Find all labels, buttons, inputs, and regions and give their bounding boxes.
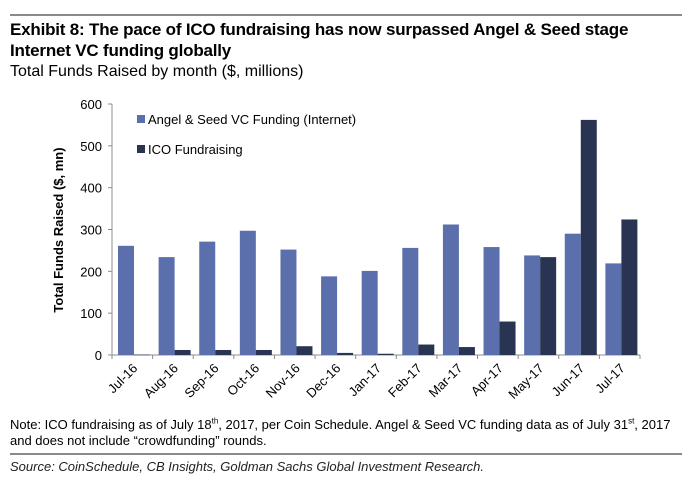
bar-ico	[134, 354, 150, 356]
y-axis-label: Total Funds Raised ($, mn)	[51, 147, 66, 312]
bar-angel-seed	[280, 249, 297, 355]
x-tick-label: Oct-16	[224, 361, 262, 399]
bar-ico	[621, 219, 638, 355]
bar-ico	[540, 257, 557, 355]
note-text-2: , 2017, per Coin Schedule. Angel & Seed …	[218, 417, 629, 432]
y-tick-label: 600	[80, 97, 102, 112]
y-tick-label: 400	[80, 181, 102, 196]
note-sup-1: th	[211, 416, 219, 426]
bar-ico	[458, 347, 475, 355]
bars	[118, 119, 638, 356]
x-tick-label: Dec-16	[303, 361, 343, 401]
legend-label-ico: ICO Fundraising	[148, 142, 243, 157]
x-tick-label: Jan-17	[345, 361, 384, 400]
x-tick-label: Nov-16	[263, 361, 303, 401]
x-tick-label: Feb-17	[385, 361, 425, 401]
bar-ico	[580, 119, 597, 355]
y-tick-label: 500	[80, 139, 102, 154]
bar-angel-seed	[158, 257, 175, 355]
bar-angel-seed	[239, 230, 256, 355]
bar-angel-seed	[564, 233, 581, 355]
note-text-3: , 2017 and does not include “crowdfundin…	[10, 417, 671, 448]
bar-ico	[337, 352, 354, 355]
y-tick-label: 300	[80, 223, 102, 238]
x-tick-label: Jul-16	[105, 361, 141, 397]
bar-ico	[255, 349, 272, 355]
legend-label-angel-seed: Angel & Seed VC Funding (Internet)	[148, 112, 356, 127]
bar-angel-seed	[442, 224, 459, 355]
source-text: Source: CoinSchedule, CB Insights, Goldm…	[10, 459, 485, 474]
bar-ico	[296, 346, 313, 355]
bar-angel-seed	[524, 255, 541, 355]
bar-angel-seed	[361, 270, 378, 355]
x-tick-label: Sep-16	[181, 361, 221, 401]
top-rule	[10, 14, 682, 16]
bar-angel-seed	[402, 247, 419, 355]
x-tick-label: Apr-17	[468, 361, 506, 399]
y-tick-label: 0	[95, 348, 102, 363]
x-tick-label: Aug-16	[141, 361, 181, 401]
bar-angel-seed	[321, 276, 338, 355]
note-text-1: Note: ICO fundraising as of July 18	[10, 417, 212, 432]
bottom-rule	[10, 453, 682, 455]
bar-angel-seed	[483, 247, 500, 355]
y-tick-label: 200	[80, 264, 102, 279]
y-axis: 0 100 200 300 400 500 600	[80, 97, 113, 363]
exhibit-title: Exhibit 8: The pace of ICO fundraising h…	[10, 20, 629, 60]
legend-swatch-angel-seed	[137, 115, 145, 123]
x-tick-label: May-17	[505, 361, 546, 402]
bar-ico	[174, 349, 191, 355]
legend-swatch-ico	[137, 145, 145, 153]
chart-note: Note: ICO fundraising as of July 18th, 2…	[10, 417, 690, 449]
note-sup-2: st	[628, 416, 635, 426]
bar-ico	[377, 353, 394, 355]
bar-ico	[418, 344, 435, 355]
x-tick-label: Mar-17	[426, 361, 466, 401]
bar-chart: 0 100 200 300 400 500 600 Jul-16 Aug-16 Sep-16 Oc…	[51, 97, 641, 402]
y-tick-label: 100	[80, 306, 102, 321]
bar-angel-seed	[118, 245, 134, 355]
bar-angel-seed	[199, 241, 216, 355]
x-tick-label: Jun-17	[548, 361, 587, 400]
legend: Angel & Seed VC Funding (Internet) ICO F…	[137, 112, 356, 157]
bar-angel-seed	[605, 263, 622, 355]
bar-ico	[215, 349, 232, 355]
bar-ico	[499, 321, 516, 355]
exhibit-subtitle: Total Funds Raised by month ($, millions…	[10, 63, 304, 80]
x-axis: Jul-16 Aug-16 Sep-16 Oct-16 Nov-16 Dec-16 Jan-…	[105, 354, 641, 402]
x-tick-label: Jul-17	[592, 361, 628, 397]
